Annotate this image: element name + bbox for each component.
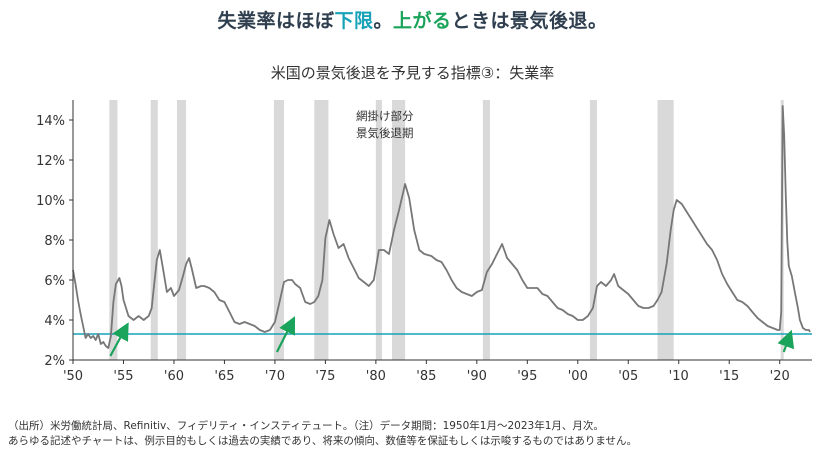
recession-label-line1: 網掛け部分 [356, 109, 414, 123]
x-tick-label-5: '75 [315, 369, 335, 384]
recession-band-0 [109, 100, 118, 360]
headline-lower-bound: 下限 [334, 10, 374, 32]
x-tick-label-12: '10 [669, 369, 689, 384]
x-tick-label-3: '65 [214, 369, 234, 384]
headline-part5: ときは景気後退。 [451, 10, 608, 32]
x-tick-label-13: '15 [719, 369, 739, 384]
headline-part1: 失業率はほぼ [217, 10, 335, 32]
y-tick-label-2: 6% [44, 274, 65, 289]
recession-band-2 [176, 100, 187, 360]
x-tick-label-2: '60 [164, 369, 184, 384]
recession-bands [109, 100, 784, 360]
recession-band-1 [150, 100, 158, 360]
recession-band-9 [657, 100, 674, 360]
recession-label-line2: 景気後退期 [356, 126, 414, 140]
arrow-1 [275, 316, 296, 353]
x-tick-label-1: '55 [113, 369, 133, 384]
arrow-2 [777, 329, 795, 353]
headline-rise: 上がる [393, 10, 452, 32]
x-tick-label-14: '20 [770, 369, 790, 384]
headline-part3: 。 [373, 10, 393, 32]
annotation-arrows [109, 316, 795, 357]
recession-band-3 [273, 100, 284, 360]
unemployment-rate-line [72, 105, 811, 349]
x-tick-label-9: '95 [517, 369, 537, 384]
y-tick-label-1: 4% [44, 314, 65, 329]
recession-band-7 [482, 100, 490, 360]
x-tick-label-11: '05 [618, 369, 638, 384]
footnote-line2: あらゆる記述やチャートは、例示目的もしくは過去の実績であり、将来の傾向、数値等を… [8, 435, 638, 447]
x-tick-label-4: '70 [265, 369, 285, 384]
y-tick-label-6: 14% [36, 114, 65, 129]
recession-band-6 [392, 100, 406, 360]
x-tick-label-8: '90 [467, 369, 487, 384]
unemployment-chart: 2% 4% 6% 8% 10% 12% 14% '50 '55 '60 '65 '70 '75 '80 '8… [36, 100, 812, 384]
arrow-0 [109, 322, 129, 357]
y-tick-label-5: 12% [36, 154, 65, 169]
axes: 2% 4% 6% 8% 10% 12% 14% '50 '55 '60 '65 '70 '75 '80 '8… [36, 100, 812, 384]
x-tick-label-7: '85 [416, 369, 436, 384]
y-tick-label-0: 2% [44, 354, 65, 369]
headline: 失業率はほぼ下限。上がるときは景気後退。 [0, 6, 825, 33]
series-line-group [72, 105, 811, 349]
x-tick-label-6: '80 [366, 369, 386, 384]
footnote-line1: （出所）米労働統計局、Refinitiv、フィデリティ・インスティテュート。（注… [8, 420, 604, 432]
chart-title: 米国の景気後退を予見する指標③：失業率 [270, 64, 555, 82]
y-tick-label-3: 8% [44, 234, 65, 249]
x-tick-label-10: '00 [568, 369, 588, 384]
y-tick-label-4: 10% [36, 194, 65, 209]
recession-band-5 [375, 100, 382, 360]
recession-label: 網掛け部分 景気後退期 [356, 109, 414, 140]
x-tick-label-0: '50 [63, 369, 83, 384]
recession-band-8 [589, 100, 597, 360]
